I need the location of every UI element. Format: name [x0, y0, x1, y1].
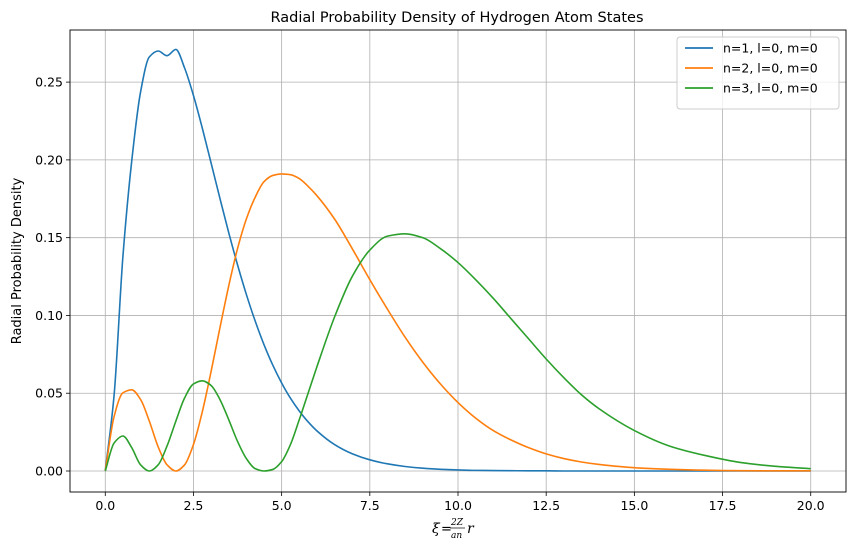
chart-title: Radial Probability Density of Hydrogen A…: [271, 10, 644, 26]
series-lines: [104, 48, 811, 472]
x-axis-equals: =: [441, 522, 452, 537]
y-tick-label: 0.20: [35, 152, 63, 167]
axis-ticks: 0.0 2.5 5.0 7.5 10.0 12.5 15.0 17.5 20.0 0.00 0.05…: [35, 75, 825, 513]
legend-box: [676, 36, 840, 110]
y-axis-title: Radial Probability Density: [10, 177, 25, 344]
legend-label: n=1, l=0, m=0: [723, 41, 818, 56]
x-axis-frac-num: 2Z: [450, 518, 464, 528]
x-tick-label: 12.5: [532, 498, 560, 513]
x-axis-frac-den: an: [451, 531, 462, 541]
x-tick-label: 17.5: [709, 498, 737, 513]
legend-label: n=2, l=0, m=0: [723, 61, 818, 76]
x-tick-label: 20.0: [797, 498, 825, 513]
legend-label: n=3, l=0, m=0: [723, 81, 818, 96]
y-tick-label: 0.10: [35, 308, 63, 323]
x-tick-label: 7.5: [360, 498, 380, 513]
x-tick-label: 10.0: [444, 498, 472, 513]
x-tick-label: 15.0: [620, 498, 648, 513]
y-tick-label: 0.25: [35, 75, 63, 90]
series-line-1: [104, 48, 811, 472]
series-line-2: [104, 173, 811, 472]
series-line-3: [104, 232, 811, 472]
legend: n=1, l=0, m=0 n=2, l=0, m=0 n=3, l=0, m=0: [676, 36, 840, 110]
x-tick-label: 0.0: [95, 498, 115, 513]
x-axis-var: r: [467, 521, 475, 537]
y-tick-label: 0.00: [35, 464, 63, 479]
y-tick-label: 0.05: [35, 386, 63, 401]
y-tick-label: 0.15: [35, 230, 63, 245]
x-axis-title: ξ = 2Z an r: [432, 518, 475, 541]
x-axis-symbol: ξ: [432, 521, 441, 537]
x-tick-label: 5.0: [272, 498, 292, 513]
x-tick-label: 2.5: [184, 498, 204, 513]
